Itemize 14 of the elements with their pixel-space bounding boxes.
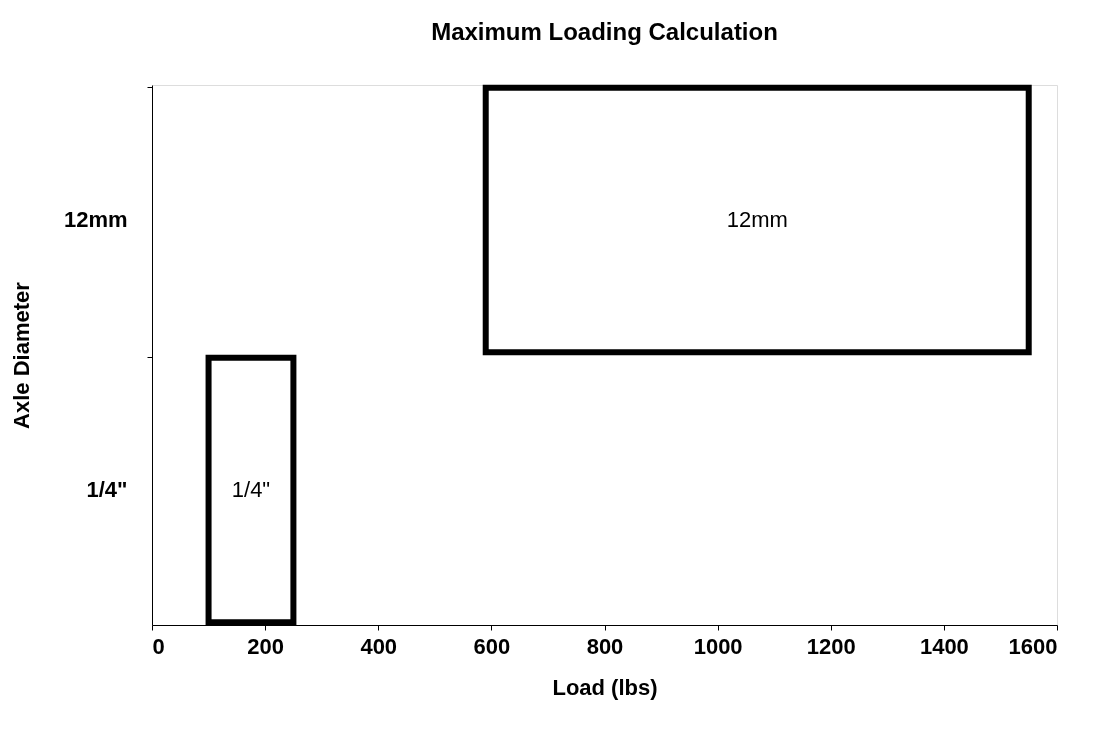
x-tick-label: 1200 — [806, 633, 856, 659]
x-tick-label: 600 — [473, 633, 511, 659]
x-tick-label: 800 — [586, 633, 624, 659]
x-axis-title: Load (lbs) — [552, 674, 658, 700]
x-tick-label: 200 — [247, 633, 284, 659]
annotation: 12mm — [726, 207, 788, 232]
chart-title: Maximum Loading Calculation — [431, 17, 778, 45]
x-tick-label: 0 — [152, 633, 165, 659]
x-tick-label: 1400 — [919, 633, 969, 659]
x-tick-label: 1000 — [693, 633, 743, 659]
x-tick-label: 400 — [360, 633, 398, 659]
x-tick-label: 1600 — [1008, 633, 1058, 659]
y-axis-title: Axle Diameter — [8, 281, 34, 429]
annotation: 1/4" — [231, 477, 271, 502]
